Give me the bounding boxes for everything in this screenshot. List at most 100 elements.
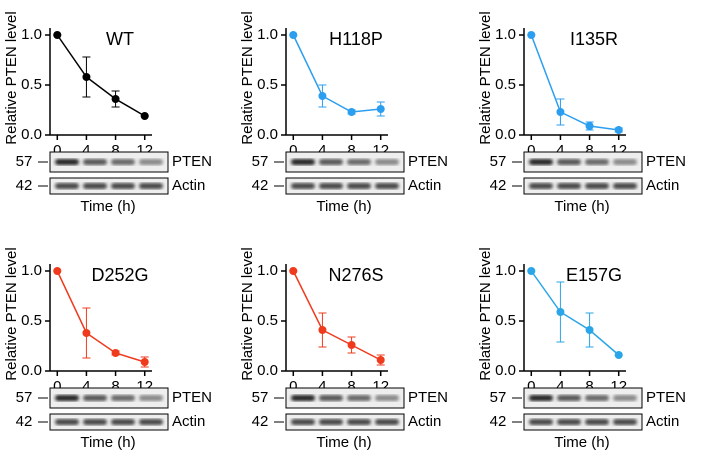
y-tick-label: 0.5 [257, 76, 278, 93]
marker-label: 42 [252, 413, 269, 430]
y-axis-label: Relative PTEN level [239, 247, 256, 380]
marker-label: 57 [252, 389, 269, 406]
data-point [527, 267, 536, 275]
blot-band [585, 419, 609, 425]
x-tick-label: 4 [318, 142, 326, 159]
blot-band [139, 183, 163, 189]
y-tick-label: 0.0 [21, 126, 42, 143]
y-tick-label: 1.0 [495, 26, 516, 43]
blot-frame [285, 151, 405, 173]
y-tick-label: 0.0 [21, 362, 42, 379]
chart-title: E157G [566, 265, 622, 285]
blot-band [83, 183, 107, 189]
y-axis-label: Relative PTEN level [239, 11, 256, 144]
blot-band [319, 395, 343, 401]
x-axis-label: Time (h) [316, 198, 371, 215]
data-line [530, 34, 619, 131]
chart-title: H118P [329, 29, 383, 49]
x-tick-label: 4 [556, 378, 564, 395]
x-tick-label: 4 [82, 142, 90, 159]
y-tick-label: 1.0 [257, 262, 278, 279]
marker-label: 42 [252, 177, 269, 194]
marker-label: 42 [490, 177, 507, 194]
protein-label: PTEN [172, 389, 212, 406]
blot-band [557, 419, 581, 425]
marker-label: 57 [490, 389, 507, 406]
marker-label: 42 [16, 177, 33, 194]
blot-band [375, 395, 399, 401]
y-tick-label: 0.0 [495, 126, 516, 143]
x-axis-label: Time (h) [80, 434, 135, 451]
blot-band [55, 419, 79, 425]
blot-band [139, 419, 163, 425]
y-tick-label: 0.5 [495, 76, 516, 93]
x-tick-label: 8 [347, 378, 355, 395]
marker-label: 57 [16, 389, 33, 406]
x-tick-label: 8 [585, 378, 593, 395]
protein-label: Actin [646, 177, 679, 194]
x-axis-label: Time (h) [554, 198, 609, 215]
x-tick-label: 4 [556, 142, 564, 159]
blot-frame [523, 177, 643, 195]
blot-band [613, 419, 637, 425]
blot-band [291, 183, 315, 189]
protein-label: PTEN [172, 153, 212, 170]
y-tick-label: 0.5 [21, 312, 42, 329]
blot-band [585, 159, 609, 165]
data-point [347, 108, 356, 116]
blot-band [111, 159, 135, 165]
protein-label: Actin [172, 413, 205, 430]
y-tick-label: 0.5 [257, 312, 278, 329]
blot-band [55, 395, 79, 401]
data-point [111, 95, 120, 103]
y-tick-label: 0.0 [257, 126, 278, 143]
data-point [556, 308, 565, 316]
blot-frame [49, 177, 169, 195]
blot-frame [49, 413, 169, 431]
x-tick-label: 0 [53, 378, 61, 395]
data-line [292, 34, 381, 113]
blot-band [291, 159, 315, 165]
blot-band [613, 183, 637, 189]
x-tick-label: 0 [527, 142, 535, 159]
blot-band [347, 183, 371, 189]
blot-band [55, 183, 79, 189]
blot-frame [285, 387, 405, 409]
x-tick-label: 4 [318, 378, 326, 395]
data-point [318, 326, 327, 334]
blot-band [529, 183, 553, 189]
blot-band [83, 159, 107, 165]
blot-band [557, 183, 581, 189]
blot-band [111, 419, 135, 425]
blot-band [291, 395, 315, 401]
data-point [82, 329, 91, 337]
x-tick-label: 0 [53, 142, 61, 159]
y-tick-label: 1.0 [257, 26, 278, 43]
y-tick-label: 1.0 [21, 26, 42, 43]
y-axis-label: Relative PTEN level [477, 247, 494, 380]
data-point [111, 349, 120, 357]
blot-band [529, 419, 553, 425]
y-tick-label: 0.5 [21, 76, 42, 93]
marker-label: 42 [490, 413, 507, 430]
blot-band [319, 419, 343, 425]
data-line [530, 270, 620, 356]
data-point [556, 108, 565, 116]
blot-band [55, 159, 79, 165]
blot-band [139, 395, 163, 401]
blot-frame [523, 151, 643, 173]
protein-label: Actin [646, 413, 679, 430]
marker-label: 57 [16, 153, 33, 170]
data-point [140, 358, 149, 366]
x-tick-label: 0 [289, 142, 297, 159]
data-point [318, 92, 327, 100]
blot-band [529, 395, 553, 401]
blot-band [291, 419, 315, 425]
data-point [140, 112, 149, 120]
blot-band [529, 159, 553, 165]
data-point [614, 351, 623, 359]
y-tick-label: 1.0 [495, 262, 516, 279]
